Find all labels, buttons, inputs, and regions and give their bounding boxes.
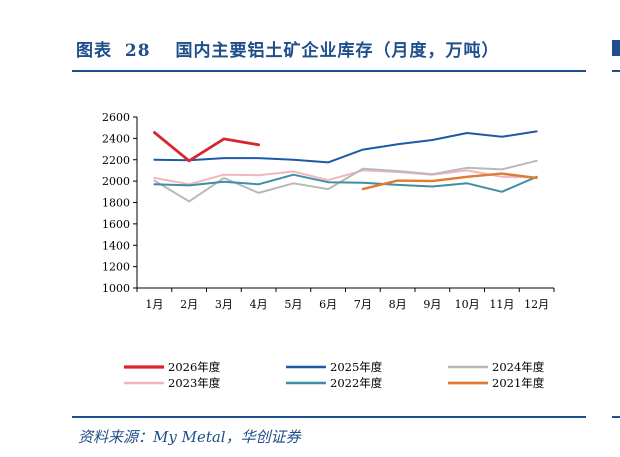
x-tick-label: 12月	[524, 298, 549, 311]
y-tick-label: 1800	[102, 197, 130, 210]
edge-mark	[612, 40, 620, 56]
series-line-1	[153, 130, 538, 164]
legend-label-0: 2026年度	[168, 360, 221, 374]
legend-label-2: 2024年度	[492, 360, 545, 374]
x-tick-label: 10月	[455, 298, 480, 311]
top-rule	[72, 70, 586, 72]
y-tick-label: 1000	[102, 282, 130, 295]
x-tick-label: 11月	[489, 298, 514, 311]
chart-series	[153, 130, 538, 203]
y-tick-label: 1400	[102, 239, 130, 252]
source-note: 资料来源：My Metal，华创证券	[78, 428, 301, 446]
chart-axes: 2600 2400 2200 2000 1800 1600 1400 1200 1000 1月 2月…	[102, 111, 555, 311]
series-line-5	[361, 172, 538, 191]
series-line-4	[153, 173, 538, 193]
legend-label-1: 2025年度	[330, 360, 383, 374]
x-tick-label: 2月	[180, 298, 198, 311]
y-tick-label: 2400	[102, 132, 130, 145]
y-tick-label: 2200	[102, 154, 130, 167]
x-tick-label: 4月	[250, 298, 268, 311]
edge-rule-bottom	[612, 416, 620, 418]
x-tick-label: 1月	[145, 298, 163, 311]
figure-number: 28	[124, 41, 151, 61]
figure-label: 图表	[76, 41, 112, 61]
x-tick-label: 7月	[354, 298, 372, 311]
y-tick-label: 1600	[102, 218, 130, 231]
chart-legend: 2026年度 2025年度 2024年度 2023年度 2022年度 2021年度	[124, 360, 545, 390]
x-tick-label: 6月	[319, 298, 337, 311]
figure-caption: 国内主要铝土矿企业库存（月度，万吨）	[175, 41, 500, 61]
y-tick-label: 2600	[102, 111, 130, 124]
series-line-3	[153, 169, 538, 186]
y-tick-label: 2000	[102, 175, 130, 188]
y-tick-label: 1200	[102, 261, 130, 274]
x-tick-label: 8月	[389, 298, 407, 311]
figure-title: 图表 28 国内主要铝土矿企业库存（月度，万吨）	[76, 36, 500, 61]
edge-rule-top	[612, 70, 620, 72]
legend-label-3: 2023年度	[168, 376, 221, 390]
legend-label-4: 2022年度	[330, 376, 383, 390]
x-tick-label: 9月	[423, 298, 441, 311]
bottom-rule	[72, 416, 586, 418]
x-tick-label: 5月	[284, 298, 302, 311]
series-line-0	[153, 131, 260, 163]
legend-label-5: 2021年度	[492, 376, 545, 390]
series-line-2	[153, 159, 538, 203]
x-tick-label: 3月	[215, 298, 233, 311]
